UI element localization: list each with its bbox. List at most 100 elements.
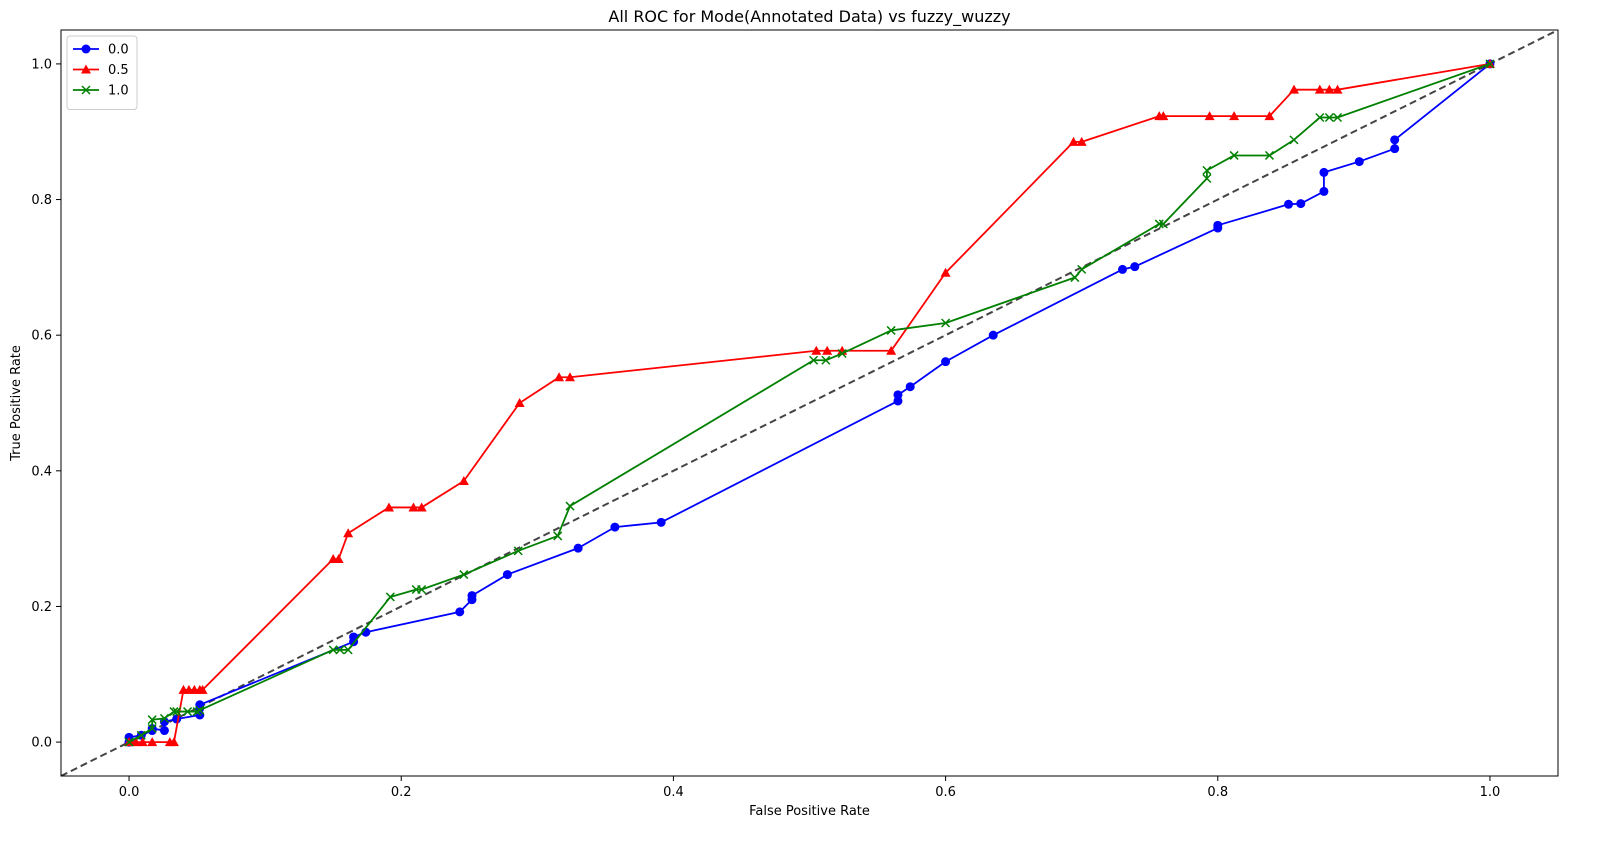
data-point — [417, 584, 427, 595]
data-point — [169, 707, 179, 717]
legend-item: 1.0 — [73, 84, 129, 99]
data-point — [656, 517, 666, 527]
data-point — [1213, 220, 1223, 230]
legend: 0.0 0.5 1.0 — [66, 35, 138, 110]
series-line — [128, 63, 1491, 743]
data-point — [837, 348, 847, 359]
data-point — [1118, 264, 1128, 274]
data-point — [459, 570, 469, 580]
data-point — [811, 345, 822, 355]
data-point — [168, 737, 179, 747]
data-point — [197, 684, 208, 694]
data-point — [809, 355, 819, 365]
data-point — [159, 713, 169, 723]
data-point — [1264, 150, 1275, 160]
data-point — [383, 502, 394, 512]
legend-marker — [81, 44, 91, 54]
data-point — [1158, 219, 1168, 229]
data-point — [1319, 167, 1329, 177]
data-point — [1076, 136, 1087, 146]
data-point — [1154, 219, 1164, 229]
data-point — [553, 531, 563, 541]
data-point — [458, 475, 469, 485]
data-point — [455, 607, 465, 617]
data-point — [136, 730, 146, 740]
data-point — [1485, 59, 1495, 69]
data-point — [1354, 157, 1364, 167]
data-point — [183, 707, 193, 717]
data-point — [172, 707, 182, 717]
legend-marker — [81, 85, 91, 95]
y-tick-label: 0.8 — [31, 193, 52, 208]
data-point — [1068, 136, 1079, 146]
data-point — [554, 372, 565, 382]
data-point — [343, 528, 354, 538]
data-point — [940, 267, 951, 277]
x-tick-label: 1.0 — [1480, 785, 1501, 800]
x-tick-label: 0.8 — [1207, 785, 1228, 800]
data-point — [343, 645, 353, 655]
legend-item: 0.0 — [73, 43, 129, 58]
data-point — [564, 372, 575, 382]
x-axis-label: False Positive Rate — [749, 804, 870, 819]
data-point — [610, 522, 620, 532]
data-point — [1324, 84, 1335, 94]
data-point — [467, 591, 477, 601]
x-tick-label: 0.2 — [391, 785, 412, 800]
data-point — [1070, 273, 1080, 283]
data-point — [195, 705, 205, 715]
chart-title: All ROC for Mode(Annotated Data) vs fuzz… — [608, 7, 1010, 27]
data-point — [905, 382, 915, 392]
ticks-layer: 0.0 0.2 0.4 0.6 0.8 1.0 0.0 0.2 0.4 0.6 0.8 1.0 — [31, 57, 1500, 800]
data-point — [941, 357, 951, 367]
data-point — [408, 502, 419, 512]
data-point — [1204, 111, 1215, 121]
data-point — [1314, 84, 1325, 94]
data-point — [124, 737, 134, 747]
data-point — [416, 502, 427, 512]
data-point — [514, 398, 525, 407]
data-point — [1289, 135, 1299, 145]
data-point — [1077, 264, 1087, 274]
data-point — [1332, 84, 1343, 94]
data-point — [1319, 186, 1329, 196]
data-point — [1229, 150, 1239, 160]
data-point — [1284, 199, 1294, 209]
data-point — [1296, 199, 1306, 209]
chance-diagonal-line — [61, 30, 1558, 776]
data-point — [1158, 111, 1169, 121]
x-tick-label: 0.0 — [119, 785, 140, 800]
data-point — [1315, 112, 1325, 123]
data-point — [147, 715, 157, 725]
data-point — [502, 570, 512, 580]
data-point — [886, 345, 897, 355]
data-point — [822, 345, 833, 355]
series-layer — [61, 30, 1558, 776]
data-point — [941, 318, 951, 328]
legend-label: 0.0 — [108, 43, 129, 58]
data-point — [192, 707, 202, 717]
plot-frame — [60, 29, 1559, 777]
data-point — [1390, 135, 1400, 145]
data-point — [1264, 111, 1275, 121]
data-point — [565, 501, 575, 511]
data-point — [159, 726, 169, 736]
data-point — [1324, 112, 1334, 123]
legend-label: 0.5 — [108, 63, 129, 78]
legend-item: 0.5 — [73, 63, 129, 78]
legend-label: 1.0 — [108, 84, 129, 99]
data-point — [147, 723, 157, 734]
data-point — [886, 325, 896, 335]
data-point — [988, 330, 998, 340]
data-point — [1390, 144, 1400, 154]
data-point — [1202, 165, 1212, 175]
data-point — [1332, 112, 1343, 123]
y-tick-label: 0.6 — [31, 329, 52, 344]
data-point — [335, 645, 345, 655]
data-point — [893, 390, 903, 400]
data-point — [328, 645, 338, 655]
data-point — [573, 543, 583, 553]
data-point — [1202, 173, 1212, 184]
series-1-0 — [124, 59, 1495, 747]
